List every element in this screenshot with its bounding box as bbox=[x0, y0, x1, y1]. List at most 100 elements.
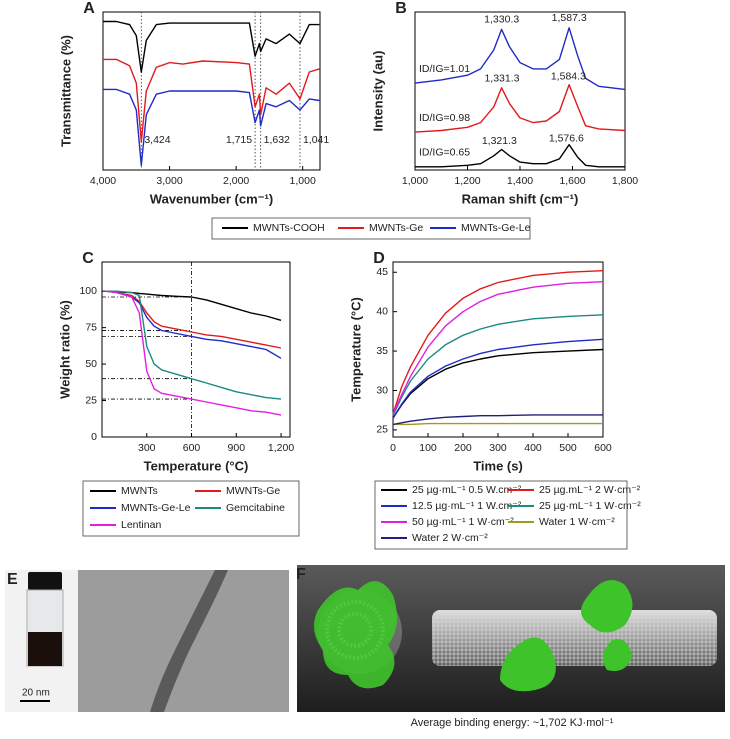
annotation: 1,041 bbox=[303, 134, 329, 146]
ratio-label: ID/IG=0.98 bbox=[419, 112, 470, 124]
series-line bbox=[392, 338, 604, 419]
x-tick-label: 0 bbox=[390, 442, 396, 454]
panel-label: E bbox=[7, 571, 18, 588]
legend-label: 12.5 µg·mL⁻¹ 1 W.cm⁻² bbox=[412, 500, 522, 512]
series-line bbox=[103, 58, 320, 143]
y-tick-label: 35 bbox=[376, 345, 388, 357]
x-tick-label: 1,400 bbox=[507, 175, 533, 187]
legend-label: MWNTs-Ge bbox=[369, 222, 423, 234]
plot-frame bbox=[102, 11, 321, 171]
x-axis-label: Wavenumber (cm⁻¹) bbox=[150, 191, 273, 206]
x-tick-label: 500 bbox=[559, 442, 577, 454]
peak-label: 1,576.6 bbox=[549, 132, 584, 144]
y-tick-label: 75 bbox=[85, 321, 97, 333]
legend-box bbox=[374, 480, 628, 550]
y-tick-label: 45 bbox=[376, 266, 388, 278]
panel-label: C bbox=[82, 250, 94, 267]
x-tick-label: 600 bbox=[183, 442, 201, 454]
legend-label: MWNTs bbox=[121, 485, 158, 497]
series-line bbox=[414, 84, 626, 133]
series-line bbox=[105, 290, 282, 349]
y-axis-label: Temperature (°C) bbox=[348, 297, 363, 402]
vial-cap bbox=[28, 572, 62, 590]
x-tick-label: 1,600 bbox=[559, 175, 585, 187]
x-tick-label: 1,800 bbox=[612, 175, 638, 187]
peak-label: 1,330.3 bbox=[484, 13, 519, 25]
x-axis-label: Raman shift (cm⁻¹) bbox=[462, 191, 579, 206]
legend-label: 25 µg.mL⁻¹ 2 W·cm⁻² bbox=[539, 484, 641, 496]
x-tick-label: 3,000 bbox=[156, 175, 182, 187]
x-tick-label: 2,000 bbox=[223, 175, 249, 187]
legend-label: 25 µg·mL⁻¹ 1 W·cm⁻² bbox=[539, 500, 641, 512]
legend-label: MWNTs-Ge-Le bbox=[121, 502, 191, 514]
y-tick-label: 40 bbox=[376, 305, 388, 317]
annotation: 1,715 bbox=[226, 134, 252, 146]
legend-label: Gemcitabine bbox=[226, 502, 285, 514]
series-line bbox=[415, 144, 625, 168]
legend-box bbox=[82, 480, 300, 537]
x-axis-label: Time (s) bbox=[473, 458, 523, 473]
x-tick-label: 1,000 bbox=[290, 175, 316, 187]
series-line bbox=[393, 422, 603, 426]
x-tick-label: 200 bbox=[454, 442, 472, 454]
x-tick-label: 900 bbox=[228, 442, 246, 454]
ratio-label: ID/IG=1.01 bbox=[419, 63, 470, 75]
x-tick-label: 400 bbox=[524, 442, 542, 454]
panel-label: A bbox=[83, 0, 95, 17]
legend-label: Lentinan bbox=[121, 519, 161, 531]
x-tick-label: 1,200 bbox=[454, 175, 480, 187]
y-axis-label: Intensity (au) bbox=[370, 51, 385, 132]
x-tick-label: 300 bbox=[138, 442, 156, 454]
y-axis-label: Transmittance (%) bbox=[58, 35, 73, 147]
series-line bbox=[103, 20, 320, 73]
annotation: 3,424 bbox=[144, 134, 170, 146]
caption: Average binding energy: ~1,702 KJ·mol⁻¹ bbox=[411, 717, 614, 729]
scale-label: 20 nm bbox=[22, 688, 50, 699]
legend-box bbox=[211, 217, 531, 240]
series-line bbox=[392, 281, 604, 415]
series-line bbox=[392, 348, 604, 419]
y-axis-label: Weight ratio (%) bbox=[57, 300, 72, 399]
plot-frame bbox=[101, 261, 291, 438]
legend-label: Water 1 W·cm⁻² bbox=[539, 516, 615, 528]
peak-label: 1,587.3 bbox=[552, 12, 587, 24]
atoms bbox=[432, 610, 717, 666]
x-tick-label: 4,000 bbox=[90, 175, 116, 187]
lentinan-chains bbox=[314, 580, 633, 692]
y-tick-label: 50 bbox=[85, 358, 97, 370]
nanotube bbox=[150, 570, 228, 712]
panel-label: B bbox=[395, 0, 407, 17]
series-line bbox=[414, 27, 626, 91]
series-line bbox=[392, 270, 604, 415]
series-line bbox=[103, 88, 320, 166]
panel-f: F Average binding energy: ~1,702 KJ·mol⁻… bbox=[296, 565, 725, 729]
peak-label: 1,331.3 bbox=[484, 72, 519, 84]
series-line bbox=[105, 290, 282, 416]
y-tick-label: 100 bbox=[79, 285, 97, 297]
series-line bbox=[105, 290, 282, 359]
legend-label: 50 µg·mL⁻¹ 1 W·cm⁻² bbox=[412, 516, 514, 528]
y-tick-label: 25 bbox=[85, 394, 97, 406]
panel-label: D bbox=[373, 250, 385, 267]
peak-label: 1,321.3 bbox=[482, 135, 517, 147]
x-axis-label: Temperature (°C) bbox=[144, 458, 249, 473]
ratio-label: ID/IG=0.65 bbox=[419, 147, 470, 159]
y-tick-label: 25 bbox=[376, 424, 388, 436]
panel-label: F bbox=[296, 566, 306, 583]
series-line bbox=[392, 314, 604, 416]
annotation: 1,632 bbox=[264, 134, 290, 146]
panel-e: 20 nm E bbox=[5, 570, 289, 712]
legend-label: Water 2 W·cm⁻² bbox=[412, 532, 488, 544]
legend-label: MWNTs-Ge-Le bbox=[461, 222, 531, 234]
series-line bbox=[105, 290, 282, 400]
legend-label: MWNTs-Ge bbox=[226, 485, 280, 497]
x-tick-label: 1,200 bbox=[268, 442, 294, 454]
legend-label: MWNTs-COOH bbox=[253, 222, 325, 234]
series-line bbox=[392, 414, 603, 426]
y-tick-label: 0 bbox=[91, 431, 97, 443]
vial-liquid bbox=[28, 632, 62, 666]
legend-label: 25 µg·mL⁻¹ 0.5 W.cm⁻² bbox=[412, 484, 522, 496]
peak-label: 1,584.3 bbox=[551, 70, 586, 82]
x-tick-label: 1,000 bbox=[402, 175, 428, 187]
